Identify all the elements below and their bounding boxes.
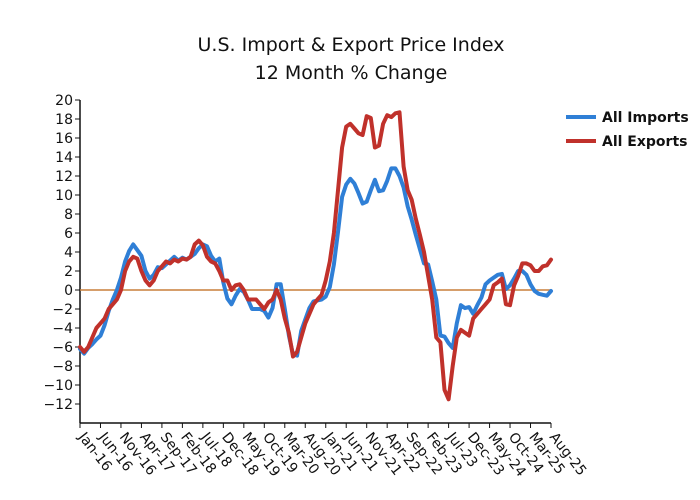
y-tick-label: 6 [64,226,73,242]
y-tick-label: −12 [43,397,73,413]
chart-subtitle: 12 Month % Change [255,62,448,84]
legend-label: All Imports [602,110,689,126]
y-tick-label: 12 [55,169,73,185]
y-tick-label: 14 [55,150,73,166]
series-line-exports [78,110,553,402]
legend: All Imports All Exports [566,110,689,150]
y-tick-label: −2 [52,302,73,318]
y-tick-label: −6 [52,340,73,356]
series-line-imports [78,166,553,358]
y-tick-label: −10 [43,378,73,394]
y-tick-label: 2 [64,264,73,280]
y-tick-label: 8 [64,207,73,223]
y-tick-label: 4 [64,245,73,261]
series-layer [78,110,553,402]
y-tick-label: 18 [55,112,73,128]
chart-title: U.S. Import & Export Price Index [198,34,505,56]
y-tick-label: −8 [52,359,73,375]
legend-label: All Exports [602,134,687,150]
y-tick-label: 10 [55,188,73,204]
y-tick-label: 20 [55,93,73,109]
y-tick-label: 16 [55,131,73,147]
y-tick-label: 0 [64,283,73,299]
y-tick-label: −4 [52,321,73,337]
